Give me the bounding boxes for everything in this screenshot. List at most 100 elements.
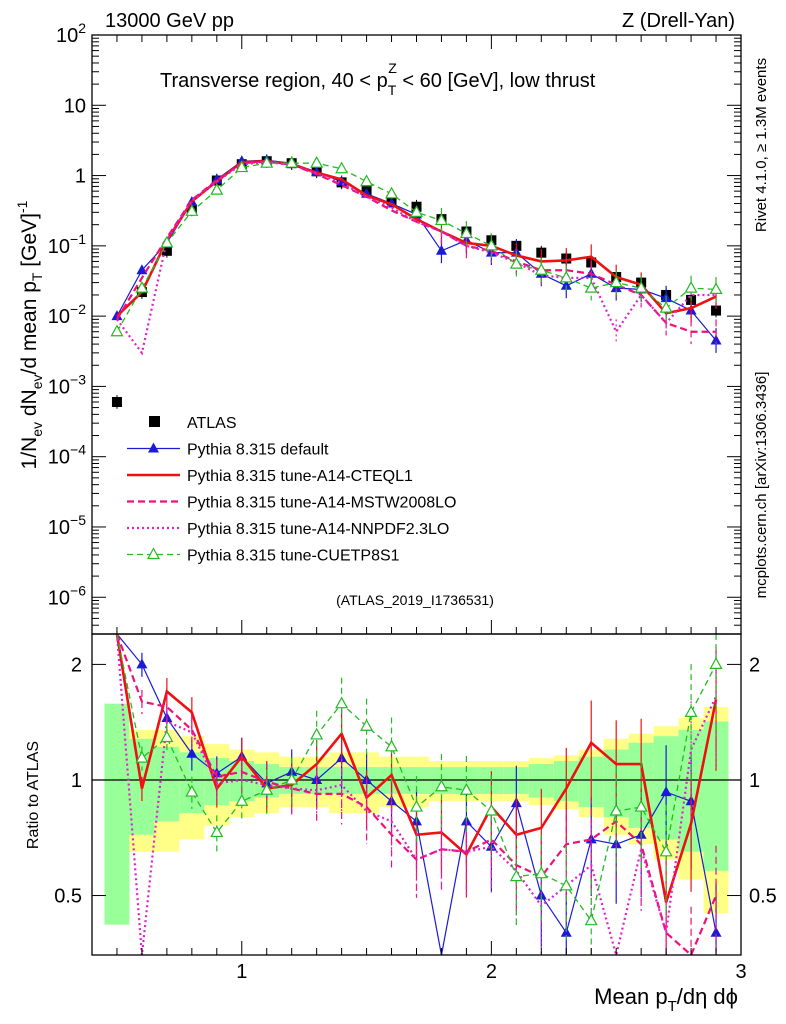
legend-marker-cuet	[146, 547, 161, 560]
ratio-marker-cuet	[360, 719, 374, 731]
ratio-marker-cuet	[285, 772, 299, 785]
marker-cuet	[659, 300, 673, 313]
ratio-marker-cuet	[160, 730, 174, 743]
ratio-marker-cuet	[584, 913, 598, 926]
ratio-marker-cuet	[684, 705, 698, 717]
energy-label: 13000 GeV pp	[105, 10, 234, 32]
marker-cuet	[310, 155, 324, 168]
marker-cuet	[634, 280, 648, 293]
ratio-marker-cuet	[659, 844, 673, 857]
ratio-y-tick-label-right: 0.5	[749, 886, 777, 908]
ratio-y-tick-label-right: 2	[749, 654, 760, 676]
analysis-id: (ATLAS_2019_I1736531)	[336, 592, 494, 608]
legend: ATLAS Pythia 8.315 default Pythia 8.315 tu…	[127, 415, 456, 565]
ratio-marker-cuet	[135, 750, 149, 763]
region-title-sup: Z	[388, 60, 397, 76]
y-tick-label: 10−1	[48, 231, 86, 258]
marker-cuet	[534, 262, 548, 275]
y-tick-label: 102	[56, 20, 86, 47]
marker-default	[710, 334, 722, 345]
band-stat-bin	[104, 703, 130, 925]
band-stat-bin	[154, 746, 180, 822]
x-tick-label: 3	[735, 961, 746, 983]
ratio-series-layer	[115, 633, 723, 957]
ratio-marker-cuet	[335, 696, 349, 709]
legend-label: Pythia 8.315 default	[187, 442, 329, 459]
main-frame	[91, 34, 742, 635]
y-tick-label: 10−5	[48, 512, 86, 539]
legend-label: Pythia 8.315 tune-A14-CTEQL1	[187, 468, 413, 485]
marker-default	[560, 279, 572, 290]
region-title-sub: T	[388, 82, 397, 98]
marker-cuet	[285, 155, 299, 168]
y-tick-label: 10−2	[48, 301, 86, 328]
marker-cuet	[509, 256, 523, 269]
marker-cuet	[385, 186, 399, 199]
marker-cuet	[459, 226, 473, 239]
ratio-marker-cuet	[310, 727, 324, 740]
y-tick-label: 10−4	[48, 442, 86, 469]
ratio-y-tick-label: 0.5	[54, 886, 82, 908]
marker-cuet	[559, 270, 573, 283]
rivet-label: Rivet 4.1.0, ≥ 1.3M events	[753, 58, 770, 232]
x-tick-label: 2	[486, 961, 497, 983]
ratio-marker-default	[710, 926, 722, 937]
ratio-y-axis-label: Ratio to ATLAS	[25, 741, 42, 849]
marker-cuet	[135, 280, 149, 293]
atlas-point	[161, 245, 172, 256]
ratio-marker-cuet	[385, 739, 399, 752]
ratio-marker-cuet	[609, 803, 623, 816]
process-label: Z (Drell-Yan)	[622, 10, 735, 32]
marker-cuet	[584, 280, 598, 293]
region-title: Transverse region, 40 < pTZ < 60 [GeV], …	[160, 60, 596, 98]
ratio-y-tick-label: 2	[71, 654, 82, 676]
ratio-marker-cuet	[709, 657, 723, 669]
marker-cuet	[210, 182, 224, 195]
ratio-y-tick-label-right: 1	[749, 770, 760, 792]
mcplots-label: mcplots.cern.ch [arXiv:1306.3436]	[753, 372, 770, 599]
y-tick-label: 10	[64, 95, 86, 117]
ratio-marker-cuet	[559, 878, 573, 891]
marker-cuet	[160, 235, 174, 248]
ratio-marker-cuet	[210, 825, 224, 838]
marker-cuet	[335, 161, 349, 174]
legend-label: Pythia 8.315 tune-CUETP8S1	[187, 548, 400, 565]
ratio-y-tick-label: 1	[71, 770, 82, 792]
marker-cuet	[609, 275, 623, 288]
main-y-axis-label: 1/Nev dNev/d mean pT [GeV]-1	[14, 200, 45, 469]
legend-label: Pythia 8.315 tune-A14-MSTW2008LO	[187, 495, 456, 512]
legend-swatch-atlas	[149, 416, 160, 427]
marker-default	[435, 244, 447, 255]
ratio-marker-cuet	[260, 783, 274, 795]
atlas-point	[111, 396, 122, 407]
ratio-marker-cuet	[484, 803, 498, 816]
marker-cuet	[684, 280, 698, 293]
legend-label: Pythia 8.315 tune-A14-NNPDF2.3LO	[187, 521, 449, 538]
marker-cuet	[235, 160, 249, 173]
ratio-marker-cuet	[235, 794, 249, 806]
main-series-layer	[110, 154, 723, 409]
marker-cuet	[185, 204, 199, 216]
atlas-point	[711, 305, 722, 316]
ratio-marker-default	[660, 786, 672, 797]
marker-cuet	[409, 205, 424, 217]
ratio-marker-cuet	[409, 799, 424, 812]
ratio-marker-cuet	[434, 779, 448, 792]
axis-ticks: 102 10 1 10−1 10−2 10−3 10−4 10−5 10−6 0.5 0.5 1 1 2 2…	[48, 20, 777, 983]
ratio-marker-default	[136, 658, 148, 669]
ratio-marker-cuet	[534, 866, 548, 879]
legend-marker-default	[148, 442, 159, 453]
marker-cuet	[484, 238, 498, 251]
y-tick-label: 1	[75, 166, 86, 188]
region-title-tail: < 60 [GeV], low thrust	[397, 70, 596, 92]
ratio-marker-cuet	[459, 783, 473, 795]
x-axis-label: Mean pT/dη dϕ	[594, 984, 738, 1015]
y-tick-label: 10−3	[48, 371, 86, 398]
x-tick-label: 1	[236, 961, 247, 983]
ratio-marker-cuet	[634, 799, 648, 812]
ratio-marker-cuet	[509, 869, 523, 882]
ratio-marker-default	[186, 747, 198, 758]
series-line-cteq	[116, 159, 717, 318]
ratio-marker-cuet	[185, 784, 199, 797]
